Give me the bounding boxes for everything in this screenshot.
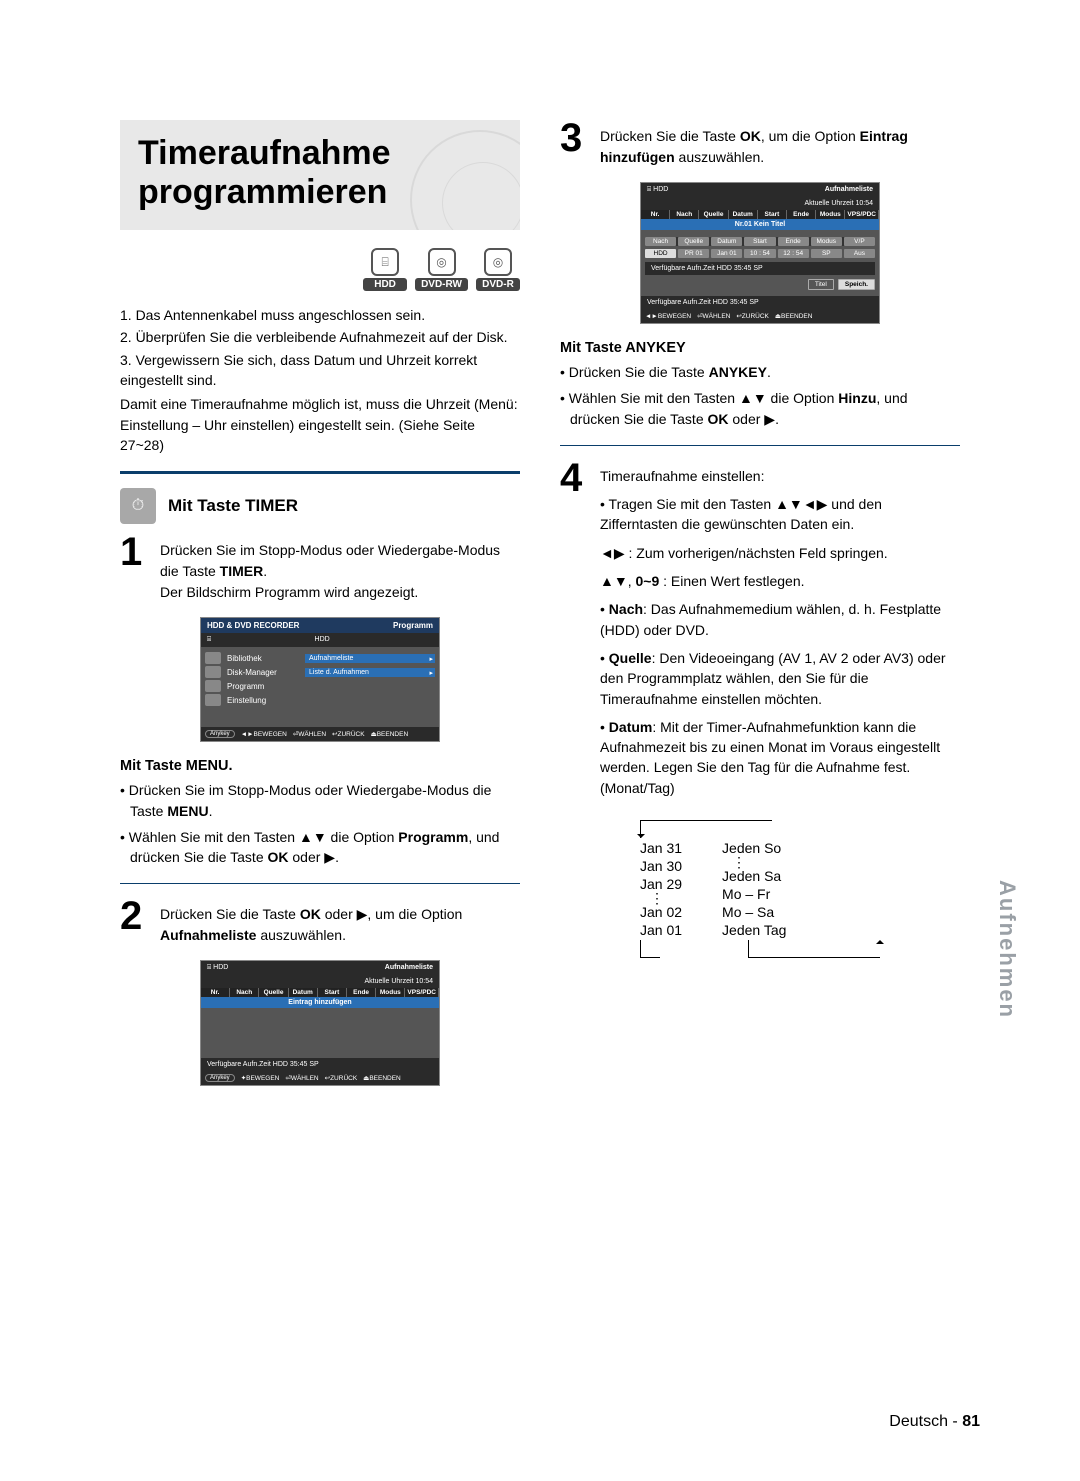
intro-1: 1. Das Antennenkabel muss angeschlossen … [120, 305, 520, 325]
step-1-number: 1 [120, 534, 152, 570]
anykey-bullet-1: • Drücken Sie die Taste ANYKEY. [560, 362, 960, 382]
step-4-body: Timeraufnahme einstellen: • Tragen Sie m… [600, 460, 960, 806]
menu-bullet-2: • Wählen Sie mit den Tasten ▲▼ die Optio… [120, 827, 520, 868]
screenshot-aufnahmeliste-form: ⌸ HDD Aufnahmeliste Aktuelle Uhrzeit 10:… [640, 182, 880, 324]
dvdrw-icon: ◎ [428, 248, 456, 276]
step-1-body: Drücken Sie im Stopp-Modus oder Wiederga… [160, 534, 520, 603]
section-timer-title: Mit Taste TIMER [168, 496, 298, 516]
step-3-number: 3 [560, 120, 592, 156]
page-footer: Deutsch - 81 [889, 1413, 980, 1431]
menu-bullet-1: • Drücken Sie im Stopp-Modus oder Wieder… [120, 780, 520, 821]
menu-subsection-title: Mit Taste MENU. [120, 758, 520, 774]
intro-after: Damit eine Timeraufnahme möglich ist, mu… [120, 394, 520, 455]
intro-2: 2. Überprüfen Sie die verbleibende Aufna… [120, 327, 520, 347]
anykey-subsection-title: Mit Taste ANYKEY [560, 340, 960, 356]
intro-text: 1. Das Antennenkabel muss angeschlossen … [120, 305, 520, 455]
title-block: Timeraufnahme programmieren [120, 120, 520, 230]
section-tab: Aufnehmen [994, 880, 1020, 1019]
step-2-number: 2 [120, 898, 152, 934]
intro-3: 3. Vergewissern Sie sich, dass Datum und… [120, 350, 520, 391]
anykey-bullet-2: • Wählen Sie mit den Tasten ▲▼ die Optio… [560, 388, 960, 429]
divider [120, 471, 520, 474]
badge-dvdrw: DVD-RW [415, 278, 468, 291]
step-4-number: 4 [560, 460, 592, 496]
date-cycle-diagram: Jan 31 Jan 30 Jan 29 ⋮ Jan 02 Jan 01 Jed… [640, 820, 880, 958]
timer-icon: ⏱ [120, 488, 156, 524]
badge-dvdr: DVD-R [476, 278, 520, 291]
step-2-body: Drücken Sie die Taste OK oder ▶, um die … [160, 898, 520, 946]
media-badges: ⌸ HDD ◎ DVD-RW ◎ DVD-R [120, 248, 520, 291]
screenshot-programm-menu: HDD & DVD RECORDER Programm ⌸HDD Bibliot… [200, 617, 440, 742]
step-3-body: Drücken Sie die Taste OK, um die Option … [600, 120, 960, 168]
hdd-icon: ⌸ [371, 248, 399, 276]
dvdr-icon: ◎ [484, 248, 512, 276]
divider-thin [120, 883, 520, 884]
screenshot-aufnahmeliste-empty: ⌸ HDD Aufnahmeliste Aktuelle Uhrzeit 10:… [200, 960, 440, 1086]
badge-hdd: HDD [363, 278, 407, 291]
divider-thin-2 [560, 445, 960, 446]
